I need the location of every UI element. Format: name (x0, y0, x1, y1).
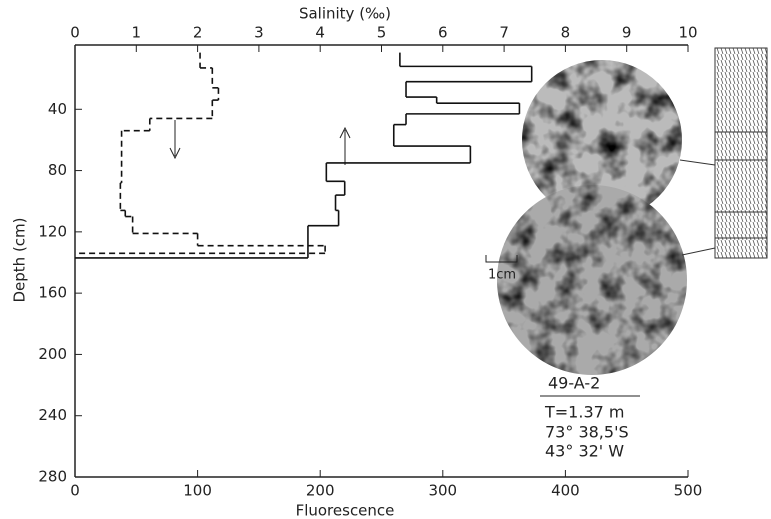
x-tick-label: 0 (70, 482, 80, 500)
y-axis-label: Depth (cm) (11, 217, 29, 302)
x2-tick-label: 10 (678, 24, 697, 42)
x2-tick-label: 0 (70, 24, 80, 42)
x-tick-label: 300 (428, 482, 457, 500)
thickness: T=1.37 m (544, 403, 624, 422)
x2-tick-label: 3 (254, 24, 264, 42)
y-tick-label: 280 (38, 468, 67, 486)
y-tick-label: 160 (38, 284, 67, 302)
connector (679, 159, 716, 166)
x-tick-label: 200 (306, 482, 335, 500)
x-tick-label: 400 (551, 482, 580, 500)
x-tick-label: 100 (183, 482, 212, 500)
y-tick-label: 120 (38, 222, 67, 240)
scale-bar (485, 255, 518, 263)
x2-tick-label: 7 (499, 24, 509, 42)
scale-label: 1cm (488, 268, 516, 283)
sample-id: 49-A-2 (548, 374, 600, 393)
y-tick-label: 200 (38, 345, 67, 363)
x2-tick-label: 6 (438, 24, 448, 42)
x2-tick-label: 9 (622, 24, 632, 42)
latitude: 73° 38,5'S (545, 423, 629, 442)
photo-texture (497, 185, 687, 375)
photos (485, 47, 768, 375)
x-tick-label: 500 (674, 482, 703, 500)
x2-tick-label: 1 (132, 24, 142, 42)
y-tick-label: 240 (38, 406, 67, 424)
x2-tick-label: 8 (561, 24, 571, 42)
x2-tick-label: 2 (193, 24, 203, 42)
y-tick-label: 40 (48, 100, 67, 118)
arrow-down (169, 120, 181, 160)
y-tick-label: 80 (48, 161, 67, 179)
arrow-up (339, 126, 351, 165)
x2-axis-label: Salinity (‰) (299, 5, 391, 23)
longitude: 43° 32' W (545, 442, 624, 461)
x2-tick-label: 5 (377, 24, 387, 42)
x2-tick-label: 4 (315, 24, 325, 42)
core-diagram (714, 47, 768, 259)
x-axis-label: Fluorescence (296, 502, 395, 519)
connector (681, 247, 716, 256)
